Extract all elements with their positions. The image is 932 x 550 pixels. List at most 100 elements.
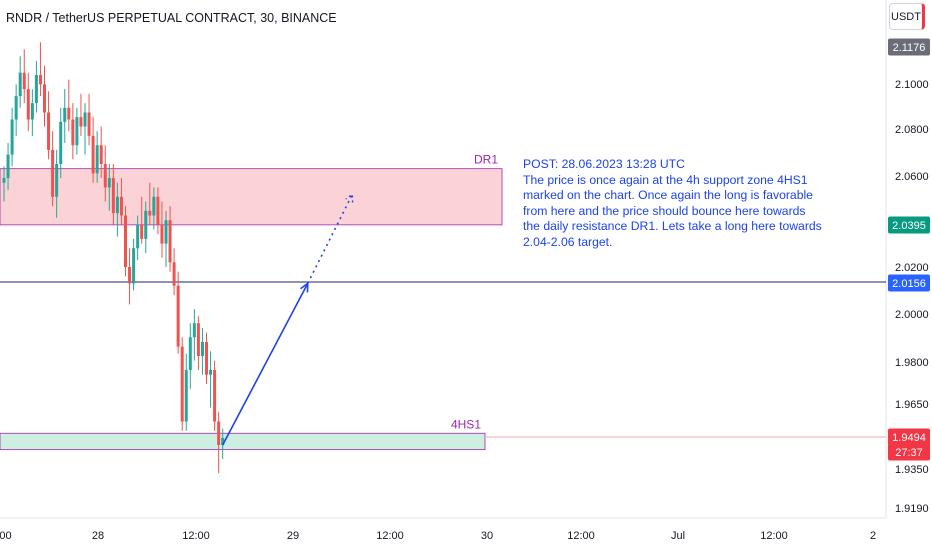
candle-body xyxy=(71,119,75,146)
candle-body xyxy=(22,72,26,90)
note-line: 2.04-2.06 target. xyxy=(523,234,613,249)
candle-body xyxy=(196,323,200,356)
candle-body xyxy=(99,145,103,164)
candle-body xyxy=(51,149,55,197)
candle-body xyxy=(205,341,208,375)
time-axis-tick: 2 xyxy=(870,530,876,542)
price-badge xyxy=(888,216,930,234)
candle-body xyxy=(132,248,136,284)
time-axis-tick: Jul xyxy=(671,530,685,542)
candle-body xyxy=(47,112,51,150)
currency-selector[interactable]: USDT xyxy=(889,3,925,30)
candle-body xyxy=(124,215,127,268)
time-axis-tick: 28 xyxy=(92,530,104,542)
candle-body xyxy=(55,163,59,197)
candle-body xyxy=(67,107,71,120)
candle-body xyxy=(87,112,91,136)
price-axis-tick: 2.0800 xyxy=(895,124,929,136)
zone-label: 4HS1 xyxy=(451,417,481,431)
note-line: marked on the chart. Once again the long… xyxy=(523,188,813,203)
price-badge xyxy=(888,38,930,56)
candle-body xyxy=(63,107,67,122)
candle-body xyxy=(18,72,22,97)
time-axis-tick: 12:00 xyxy=(567,530,595,542)
price-axis-tick: 2.0200 xyxy=(895,262,929,274)
candle-body xyxy=(107,178,111,188)
projection-arrow xyxy=(221,283,309,446)
candle-body xyxy=(34,75,38,104)
price-axis-tick: 1.9800 xyxy=(895,357,929,369)
candle-body xyxy=(160,224,164,244)
price-badge xyxy=(888,443,930,461)
candle-body xyxy=(128,267,132,284)
candle-body xyxy=(10,119,14,155)
price-badge-label: 2.0156 xyxy=(892,278,926,290)
zone-label: DR1 xyxy=(474,153,498,167)
candle-body xyxy=(168,220,172,263)
candle-body xyxy=(103,163,107,188)
candle-body xyxy=(43,84,46,113)
candle-body xyxy=(111,178,115,214)
candle-body xyxy=(152,196,156,216)
price-axis-tick: 2.0600 xyxy=(895,171,929,183)
note-line: The price is once again at the 4h suppor… xyxy=(523,172,808,187)
price-badge xyxy=(888,428,930,446)
time-axis-tick: 12:00 xyxy=(182,530,210,542)
candle-body xyxy=(91,135,95,174)
price-axis-tick: 2.1000 xyxy=(895,79,929,91)
candle-body xyxy=(200,341,204,356)
time-axis-tick: 29 xyxy=(287,530,299,542)
candle-body xyxy=(192,323,196,338)
candle-body xyxy=(83,112,87,127)
candle-body xyxy=(172,262,176,286)
time-axis-tick: 12:00 xyxy=(760,530,788,542)
candle-body xyxy=(95,145,99,174)
time-axis-tick: :00 xyxy=(0,530,12,542)
candle-body xyxy=(156,196,160,225)
zone-dr1 xyxy=(0,168,503,226)
candle-body xyxy=(79,117,83,127)
note-line: the daily resistance DR1. Lets take a lo… xyxy=(523,219,822,234)
candle-body xyxy=(2,178,6,183)
candle-body xyxy=(75,117,79,146)
candle-body xyxy=(26,89,30,120)
candle-body xyxy=(188,337,192,371)
candle-body xyxy=(115,196,119,214)
candle-body xyxy=(176,285,180,347)
candle-body xyxy=(148,210,152,216)
candle-body xyxy=(209,370,213,375)
candle-body xyxy=(144,210,148,239)
candle-body xyxy=(119,196,123,216)
price-badge-label: 27:37 xyxy=(895,447,923,459)
candle-body xyxy=(14,96,18,120)
price-badge-label: 2.0395 xyxy=(892,220,926,232)
time-axis-tick: 12:00 xyxy=(376,530,404,542)
analysis-note: POST: 28.06.2023 13:28 UTC The price is … xyxy=(523,157,823,251)
price-axis-tick: 1.9650 xyxy=(895,399,929,411)
candle-body xyxy=(184,370,188,422)
candle-body xyxy=(38,75,42,85)
candle-body xyxy=(136,224,140,249)
zone-4hs1 xyxy=(0,432,486,451)
candle-body xyxy=(221,437,225,445)
candle-body xyxy=(6,154,10,179)
price-badge-label: 2.1176 xyxy=(893,42,926,54)
price-badge-label: 1.9494 xyxy=(892,432,926,444)
candle-body xyxy=(140,224,144,239)
price-axis-tick: 1.9190 xyxy=(895,503,929,515)
price-badge xyxy=(888,274,930,292)
chart-title: RNDR / TetherUS PERPETUAL CONTRACT, 30, … xyxy=(6,11,337,25)
candle-body xyxy=(180,346,184,422)
note-line: from here and the price should bounce he… xyxy=(523,203,806,218)
time-axis-tick: 30 xyxy=(481,530,493,542)
projection-dotted-path xyxy=(307,194,354,284)
candle-body xyxy=(217,421,221,445)
price-axis-tick: 2.0000 xyxy=(895,309,929,321)
note-line: POST: 28.06.2023 13:28 UTC xyxy=(523,157,685,171)
candle-body xyxy=(164,220,168,244)
candle-body xyxy=(59,121,63,164)
price-axis-tick: 1.9350 xyxy=(895,464,929,476)
candle-body xyxy=(30,103,34,120)
candle-body xyxy=(213,370,217,422)
